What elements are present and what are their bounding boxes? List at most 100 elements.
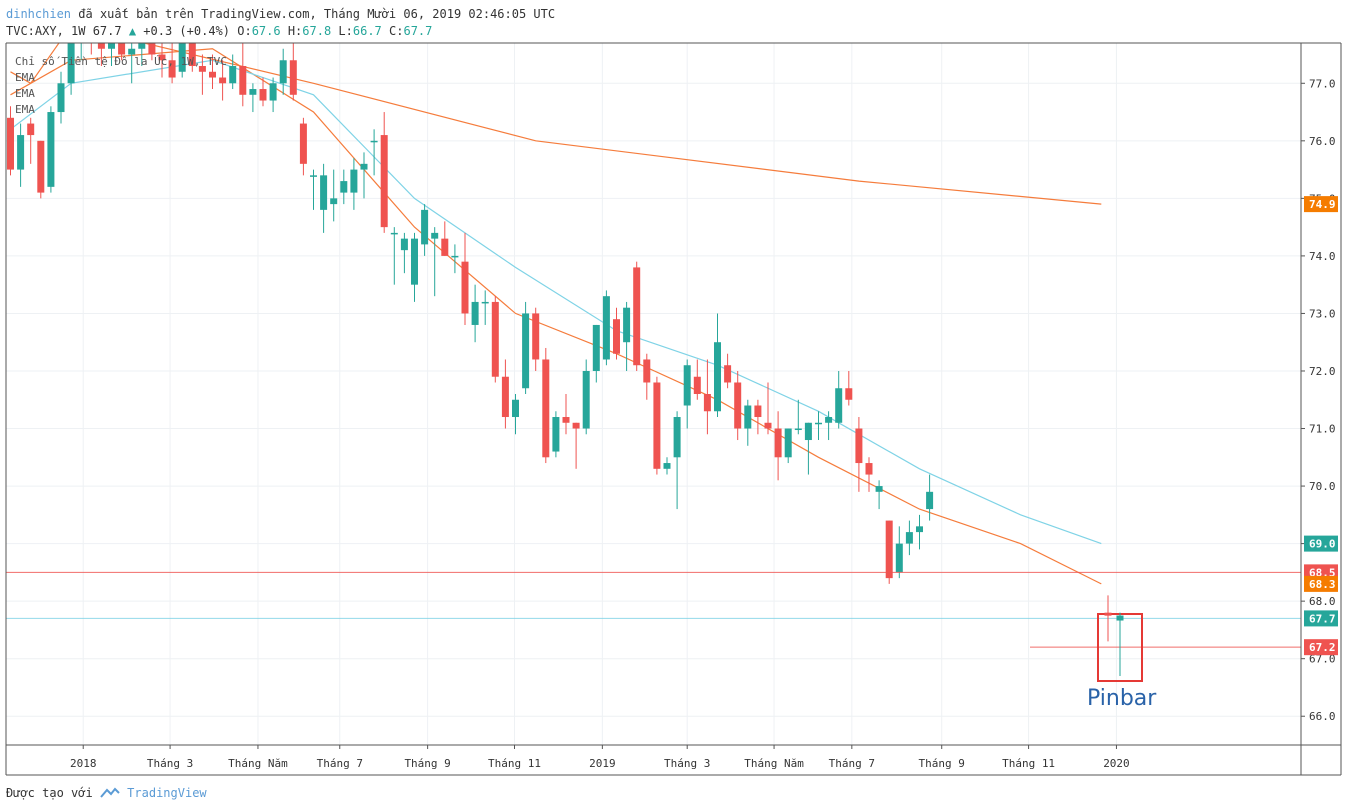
x-tick-label: 2018: [70, 757, 97, 770]
x-axis-labels: 2018 Tháng 3 Tháng Năm Tháng 7 Tháng 9 Tháng …: [70, 745, 1130, 770]
candle-body: [340, 181, 348, 193]
legend-ema-3[interactable]: EMA: [15, 103, 35, 116]
candle-body: [885, 520, 893, 579]
candle-body: [794, 428, 802, 431]
pinbar-label: Pinbar: [1087, 686, 1157, 711]
candle-body: [653, 382, 661, 469]
high-value: 67.8: [302, 24, 332, 38]
candle-body: [97, 43, 105, 49]
y-tick-label: 74.0: [1309, 250, 1336, 263]
price-label-box: [1304, 196, 1338, 213]
y-tick-label: 71.0: [1309, 423, 1336, 436]
price-label-text: 69.0: [1309, 538, 1336, 551]
y-tick-label: 67.0: [1309, 653, 1336, 666]
price-label-box: [1304, 575, 1338, 592]
candles: [7, 43, 934, 584]
candle-body: [491, 301, 499, 377]
candle-body: [744, 405, 752, 429]
candle-body: [875, 486, 883, 492]
y-tick-label: 68.0: [1309, 595, 1336, 608]
x-tick-label: Tháng 3: [664, 757, 710, 770]
candle-body: [774, 428, 782, 458]
legend-ema-2[interactable]: EMA: [15, 87, 35, 100]
candle-body: [855, 428, 863, 464]
candle-body: [512, 399, 519, 418]
candle-body: [400, 238, 408, 251]
x-tick-label: Tháng 11: [1002, 757, 1055, 770]
y-tick-label: 66.0: [1309, 710, 1336, 723]
candle-body: [613, 319, 620, 354]
candle-body: [845, 388, 853, 400]
candle-body: [108, 43, 115, 49]
close-value: 67.7: [403, 24, 433, 38]
price-label-box: [1304, 535, 1338, 552]
candle-body: [734, 382, 742, 429]
candle-body: [188, 43, 196, 67]
candle-body: [310, 175, 317, 177]
footer: Được tạo với TradingView: [6, 786, 207, 800]
x-tick-label: Tháng Năm: [228, 757, 288, 770]
candle-body: [27, 123, 35, 136]
candle-body: [330, 198, 338, 205]
candle-body: [259, 89, 267, 101]
candle-body: [582, 370, 590, 429]
price-label-text: 67.2: [1309, 641, 1336, 654]
pinbar-annotation: Pinbar: [1087, 595, 1157, 711]
symbol-line: TVC:AXY, 1W 67.7 ▲ +0.3 (+0.4%) O:67.6 H…: [6, 23, 555, 40]
x-tick-label: Tháng 9: [404, 757, 450, 770]
candle-body: [239, 66, 247, 95]
candle-body: [703, 394, 711, 412]
published-text: đã xuất bản trên TradingView.com, Tháng …: [78, 7, 556, 21]
candle-body: [411, 238, 418, 285]
candle-body: [370, 140, 378, 143]
candle-body: [360, 163, 368, 170]
candle-body: [118, 43, 126, 55]
candle-body: [128, 48, 136, 55]
x-tick-label: Tháng 7: [829, 757, 875, 770]
candle-body: [602, 296, 610, 360]
candle-body: [522, 313, 530, 389]
y-tick-label: 70.0: [1309, 480, 1336, 493]
candle-body: [895, 543, 903, 573]
price-change: +0.3 (+0.4%): [143, 24, 230, 38]
y-axis-labels: 66.067.068.069.070.071.072.073.074.075.0…: [1301, 77, 1336, 723]
x-tick-label: Tháng 7: [317, 757, 363, 770]
candle-body: [471, 301, 479, 325]
axes: [5, 42, 1342, 776]
candle-body: [37, 140, 45, 193]
candle-body: [916, 526, 923, 533]
candle-body: [299, 123, 307, 164]
author-link[interactable]: dinhchien: [6, 7, 72, 21]
x-tick-label: Tháng 3: [147, 757, 193, 770]
candle-body: [633, 267, 641, 366]
candle-body: [350, 169, 358, 193]
candle-body: [178, 43, 186, 72]
y-tick-label: 72.0: [1309, 365, 1336, 378]
candle-body: [1104, 612, 1112, 616]
candle-body: [229, 66, 237, 84]
candle-body: [249, 89, 257, 95]
candle-body: [289, 60, 297, 95]
candle-body: [198, 66, 206, 72]
x-tick-label: Tháng 11: [488, 757, 541, 770]
open-value: 67.6: [251, 24, 281, 38]
candle-body: [17, 135, 25, 170]
candle-body: [209, 71, 216, 78]
candle-body: [461, 261, 469, 314]
candle-body: [673, 417, 681, 458]
candle-body: [7, 117, 14, 170]
candle-body: [1116, 615, 1124, 621]
candle-body: [643, 359, 651, 383]
low-label: L:: [338, 24, 353, 38]
close-label: C:: [389, 24, 404, 38]
publish-line: dinhchien đã xuất bản trên TradingView.c…: [6, 6, 555, 23]
up-arrow-icon: ▲: [128, 24, 137, 38]
legend-ema-1[interactable]: EMA: [15, 71, 35, 84]
candle-body: [724, 365, 732, 383]
tradingview-link[interactable]: TradingView: [127, 786, 207, 800]
ema-line-2: [10, 48, 1102, 585]
candle-body: [542, 359, 550, 458]
candle-body: [380, 135, 388, 228]
candle-body: [481, 301, 489, 304]
